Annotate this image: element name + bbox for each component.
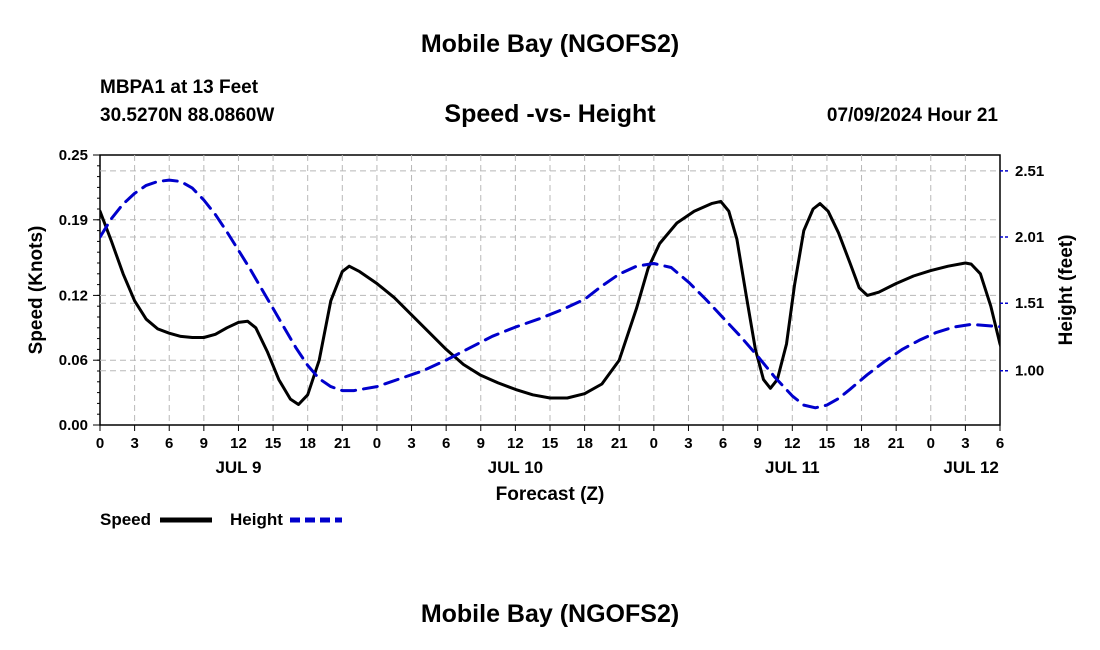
y2-tick-label: 2.51 bbox=[1015, 163, 1044, 180]
day-label: JUL 10 bbox=[488, 458, 543, 477]
series-line-speed bbox=[100, 199, 1000, 406]
x-tick-label: 6 bbox=[442, 435, 450, 452]
x-tick-label: 3 bbox=[961, 435, 969, 452]
y-tick-label: 0.12 bbox=[59, 287, 88, 304]
x-tick-label: 18 bbox=[853, 435, 870, 452]
y2-axis-label: Height (feet) bbox=[1056, 235, 1077, 346]
x-tick-label: 0 bbox=[650, 435, 658, 452]
x-tick-label: 12 bbox=[230, 435, 247, 452]
x-tick-label: 3 bbox=[130, 435, 138, 452]
x-tick-label: 12 bbox=[784, 435, 801, 452]
x-tick-label: 21 bbox=[334, 435, 351, 452]
y-tick-label: 0.00 bbox=[59, 417, 88, 434]
forecast-datetime: 07/09/2024 Hour 21 bbox=[826, 105, 998, 126]
x-tick-label: 15 bbox=[265, 435, 282, 452]
series-line-height bbox=[100, 178, 1000, 410]
x-tick-label: 15 bbox=[542, 435, 559, 452]
x-tick-label: 3 bbox=[407, 435, 415, 452]
x-tick-label: 21 bbox=[888, 435, 905, 452]
y2-tick-label: 1.51 bbox=[1015, 295, 1044, 312]
y-tick-label: 0.25 bbox=[59, 147, 88, 164]
day-label: JUL 9 bbox=[215, 458, 261, 477]
chart-subtitle: Speed -vs- Height bbox=[444, 100, 656, 128]
x-tick-label: 9 bbox=[754, 435, 762, 452]
y2-tick-label: 2.01 bbox=[1015, 229, 1044, 246]
x-tick-label: 9 bbox=[477, 435, 485, 452]
coordinates-label: 30.5270N 88.0860W bbox=[100, 105, 275, 126]
x-tick-label: 0 bbox=[373, 435, 381, 452]
x-tick-label: 15 bbox=[819, 435, 836, 452]
y-axis-label: Speed (Knots) bbox=[26, 226, 47, 355]
x-tick-label: 3 bbox=[684, 435, 692, 452]
legend-label-height: Height bbox=[230, 510, 283, 529]
chart-title: Mobile Bay (NGOFS2) bbox=[420, 30, 680, 58]
legend: Speed Height bbox=[100, 510, 342, 529]
x-tick-label: 0 bbox=[96, 435, 104, 452]
day-label: JUL 11 bbox=[765, 458, 820, 477]
footer-title: Mobile Bay (NGOFS2) bbox=[420, 600, 680, 628]
x-tick-label: 6 bbox=[996, 435, 1004, 452]
x-tick-label: 18 bbox=[576, 435, 593, 452]
legend-label-speed: Speed bbox=[100, 510, 151, 529]
x-tick-label: 18 bbox=[299, 435, 316, 452]
x-tick-label: 21 bbox=[611, 435, 628, 452]
x-tick-label: 6 bbox=[719, 435, 727, 452]
x-axis-label: Forecast (Z) bbox=[496, 484, 605, 505]
y-tick-label: 0.06 bbox=[59, 352, 88, 369]
x-tick-label: 9 bbox=[200, 435, 208, 452]
day-label: JUL 12 bbox=[943, 458, 998, 477]
y2-tick-label: 1.00 bbox=[1015, 363, 1044, 380]
x-tick-label: 0 bbox=[927, 435, 935, 452]
y-tick-label: 0.19 bbox=[59, 212, 88, 229]
x-tick-label: 6 bbox=[165, 435, 173, 452]
x-tick-label: 12 bbox=[507, 435, 524, 452]
station-label: MBPA1 at 13 Feet bbox=[100, 77, 259, 98]
